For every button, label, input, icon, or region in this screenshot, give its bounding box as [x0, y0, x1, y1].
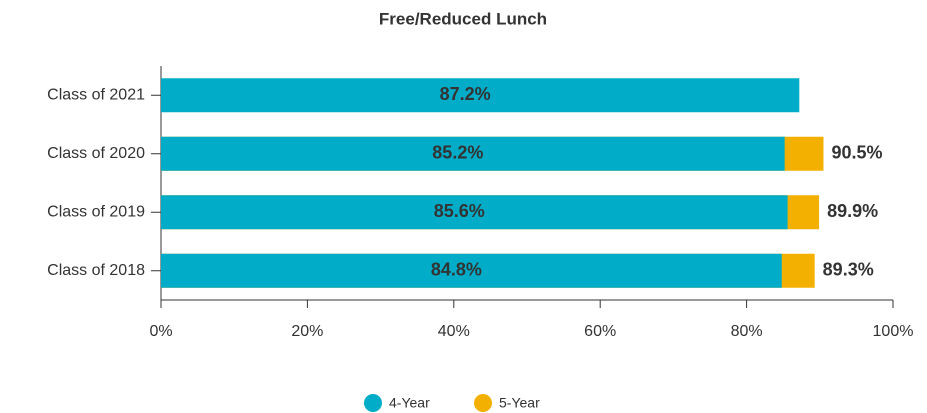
- y-tick-label: Class of 2020: [47, 145, 145, 162]
- data-label: 87.2%: [440, 84, 491, 104]
- y-tick-label: Class of 2019: [47, 203, 145, 220]
- data-label: 89.9%: [827, 201, 878, 221]
- y-tick-label: Class of 2018: [47, 262, 145, 279]
- bar: [161, 195, 788, 230]
- data-label: 90.5%: [831, 143, 882, 163]
- data-label: 89.3%: [823, 260, 874, 280]
- legend-swatch: [364, 394, 382, 412]
- bar: [161, 136, 785, 171]
- legend-swatch: [474, 394, 492, 412]
- legend-label: 4-Year: [389, 395, 430, 411]
- data-label: 85.2%: [432, 143, 483, 163]
- chart-title: Free/Reduced Lunch: [379, 9, 547, 28]
- bar: [161, 78, 800, 113]
- x-tick-label: 0%: [149, 323, 172, 340]
- y-tick-label: Class of 2021: [47, 86, 145, 103]
- data-label: 85.6%: [434, 201, 485, 221]
- data-label: 84.8%: [431, 260, 482, 280]
- legend-label: 5-Year: [499, 395, 540, 411]
- bar: [161, 253, 782, 288]
- x-tick-label: 20%: [291, 323, 323, 340]
- x-tick-label: 40%: [438, 323, 470, 340]
- x-tick-label: 100%: [873, 323, 914, 340]
- x-tick-label: 60%: [584, 323, 616, 340]
- x-tick-label: 80%: [731, 323, 763, 340]
